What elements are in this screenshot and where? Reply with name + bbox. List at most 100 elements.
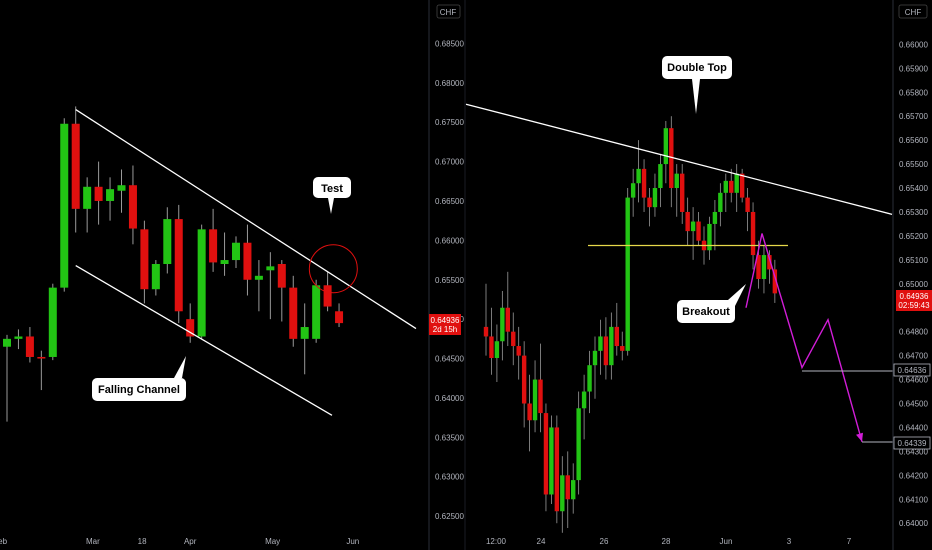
right-candle-body [669,128,674,189]
left-candle-body [94,186,103,201]
left-y-tick-label: 0.67500 [435,118,464,127]
left-candle [254,260,263,312]
right-candle-body [554,427,560,512]
test-callout[interactable]: Test [313,177,351,214]
right-candle-body [527,403,532,421]
left-candle [14,329,23,350]
right-candle [543,403,549,512]
left-candle [243,224,252,296]
right-y-tick-label: 0.64400 [899,423,928,432]
left-candle [197,224,206,340]
right-candle [603,317,609,380]
right-candle [696,211,701,246]
right-candle-body [581,391,587,409]
left-candle [151,260,160,296]
left-candle-body [37,356,46,359]
right-candle-body [756,255,761,279]
right-candle-body [729,180,734,193]
falling-channel-callout[interactable]: Falling Channel [92,356,186,401]
left-candle-body [25,336,34,357]
left-candle [25,327,34,363]
right-candle [581,374,587,440]
right-candle [505,271,510,347]
right-candle-body [483,326,489,337]
right-chart-panel[interactable]: Double Top Breakout 0.66000 0.65900 0.6580… [464,0,932,550]
right-candle-body [500,307,505,342]
left-candle-body [3,338,11,347]
right-y-tick-label: 0.64600 [899,376,928,385]
right-currency-label: CHF [898,4,928,19]
right-candle-body [521,355,527,404]
right-y-tick-label: 0.65500 [899,160,928,169]
right-candle-body [592,350,598,366]
right-x-tick-label: 3 [787,537,792,546]
right-candle [652,173,658,217]
left-y-tick-label: 0.64500 [435,355,464,364]
right-candle-body [614,326,619,347]
channel-lower-line[interactable] [75,265,333,416]
right-candle-body [636,168,641,184]
left-candle-body [254,275,263,280]
double-top-callout[interactable]: Double Top [662,56,732,114]
right-x-tick-label: Jun [720,537,733,546]
left-drawings [75,109,417,416]
left-chart-panel[interactable]: Test Falling Channel 0.68500 0.68000 0.675… [0,0,464,550]
left-x-tick-label: Feb [0,537,8,546]
left-candle-body [232,242,240,261]
right-candle-body [696,221,701,241]
channel-upper-line[interactable] [75,109,417,330]
right-x-tick-label: 24 [537,537,546,546]
right-candle [609,312,614,380]
left-time-axis[interactable]: Feb Mar 18 Apr May Jun [0,537,359,546]
right-time-axis[interactable]: 12:00 24 26 28 Jun 3 7 [486,537,852,546]
right-candle-body [690,221,696,232]
right-candle-body [625,197,630,351]
left-candle-body [335,311,344,324]
svg-text:CHF: CHF [440,8,457,17]
left-candle-body [186,319,195,337]
left-last-price: 0.64936 [431,316,460,325]
right-candle-body [532,379,538,421]
left-y-tick-label: 0.68000 [435,79,464,88]
right-candle [723,173,728,212]
right-candle-body [571,480,576,500]
right-candle [712,199,718,251]
right-candle-body [538,379,543,414]
right-candle-body [576,408,581,481]
left-candle-body [106,189,115,201]
left-candle [312,279,321,343]
left-candle [220,232,229,276]
right-y-tick-label: 0.65400 [899,184,928,193]
right-candle-body [745,197,750,212]
right-candle-body [516,346,521,356]
left-candle [163,207,172,274]
right-candle-body [543,413,549,495]
test-circle[interactable] [308,244,358,294]
right-y-tick-label: 0.64800 [899,328,928,337]
right-candle [521,341,527,428]
right-candle-body [718,192,723,212]
left-price-axis[interactable]: 0.68500 0.68000 0.67500 0.67000 0.66500 0.660… [428,0,464,550]
right-candle-body [685,211,690,232]
right-candle [718,183,723,227]
left-candle-body [151,264,160,290]
right-x-tick-label: 12:00 [486,537,507,546]
left-candle-body [48,287,57,357]
right-candle [761,245,767,294]
left-x-tick-label: Jun [346,537,359,546]
right-candle-body [652,188,658,208]
left-x-tick-label: Mar [86,537,100,546]
right-candle [625,188,630,356]
right-candle-body [772,269,778,294]
left-candle-body [140,229,149,290]
right-y-tick-label: 0.65600 [899,136,928,145]
right-candle-body [603,336,609,366]
right-candle [647,188,652,227]
test-callout-text: Test [321,183,343,195]
projection-path[interactable] [745,233,863,442]
right-y-tick-label: 0.64200 [899,471,928,480]
double-top-trendline[interactable] [465,103,893,215]
breakout-callout[interactable]: Breakout [677,284,746,323]
left-y-tick-label: 0.62500 [435,512,464,521]
left-x-tick-label: Apr [184,537,197,546]
